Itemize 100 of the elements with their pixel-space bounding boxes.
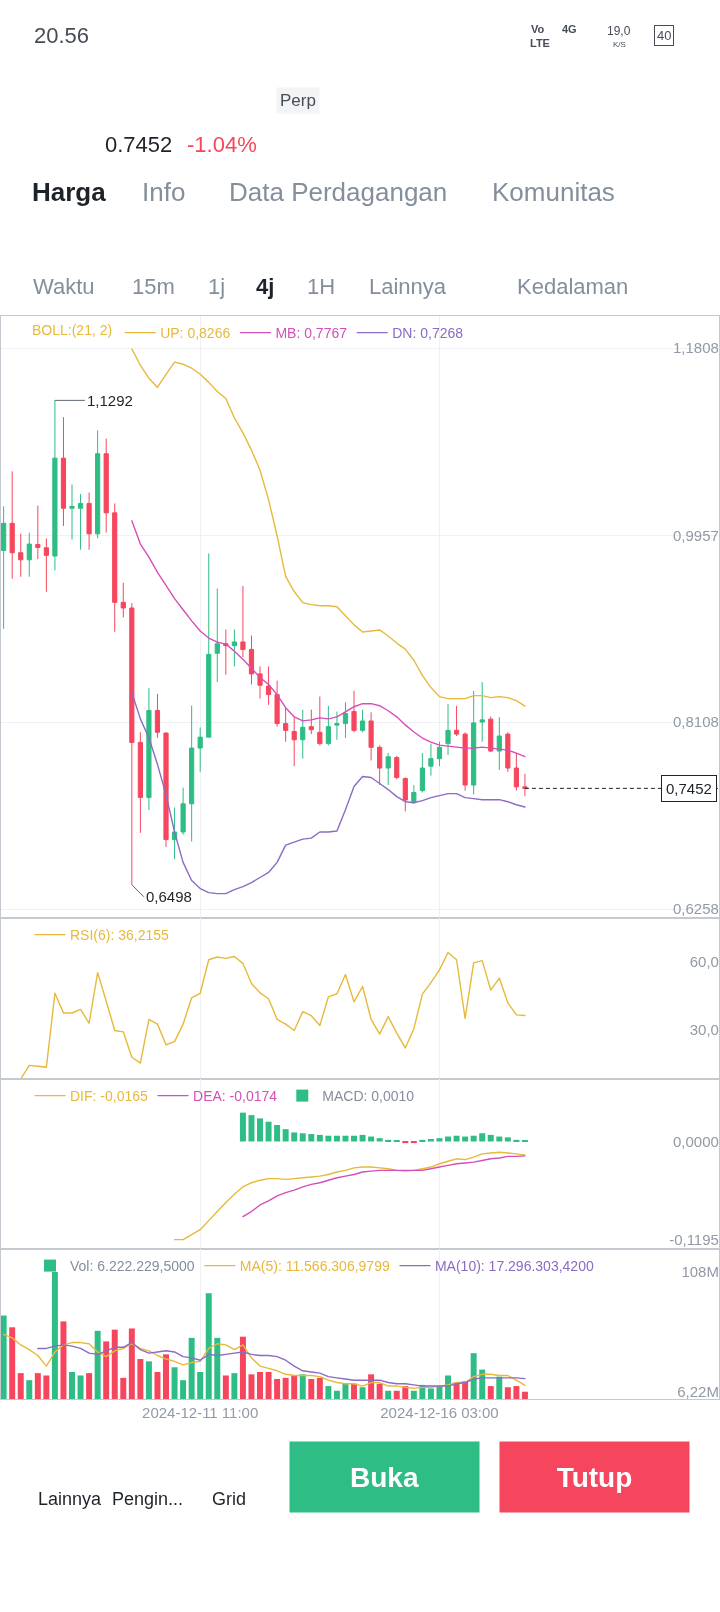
legend-label: UP: 0,8266 bbox=[160, 325, 231, 342]
bar bbox=[26, 1380, 33, 1399]
text: Vo bbox=[531, 23, 545, 35]
candlestick bbox=[428, 743, 434, 777]
candlestick bbox=[26, 532, 32, 578]
y-tick-label: 0,0000 bbox=[673, 1132, 719, 1150]
bar bbox=[513, 1139, 520, 1142]
bar bbox=[521, 1391, 528, 1399]
line-series bbox=[2, 1333, 526, 1390]
line-series bbox=[131, 348, 526, 707]
bar bbox=[257, 1118, 264, 1142]
legend-label: DN: 0,7268 bbox=[392, 325, 464, 342]
bar bbox=[282, 1129, 289, 1142]
text: Pengin... bbox=[112, 1489, 184, 1509]
bar bbox=[86, 1373, 93, 1399]
bar bbox=[145, 1361, 152, 1399]
bar bbox=[436, 1138, 443, 1142]
candlestick bbox=[334, 711, 340, 741]
bar bbox=[419, 1139, 426, 1142]
bar bbox=[120, 1377, 127, 1399]
text: Tutup bbox=[556, 1461, 633, 1493]
candlestick bbox=[223, 629, 229, 676]
bar bbox=[128, 1328, 135, 1399]
candlestick bbox=[154, 693, 161, 739]
line-series bbox=[173, 1151, 526, 1241]
candlestick bbox=[308, 709, 314, 735]
bar bbox=[214, 1337, 221, 1399]
bar bbox=[479, 1133, 486, 1142]
text: -1.04% bbox=[187, 132, 257, 157]
text: Lainnya bbox=[369, 274, 447, 299]
text: LTE bbox=[530, 37, 550, 49]
candlestick bbox=[112, 502, 118, 633]
candlestick bbox=[359, 709, 366, 733]
y-tick-label: 108M bbox=[681, 1263, 719, 1281]
candlestick bbox=[419, 752, 425, 794]
bar bbox=[239, 1112, 246, 1142]
y-tick-label: 30,0 bbox=[689, 1020, 719, 1038]
candlestick bbox=[377, 744, 383, 786]
candlestick bbox=[325, 705, 331, 746]
bar bbox=[9, 1327, 16, 1399]
candlestick bbox=[479, 681, 485, 743]
candlestick bbox=[471, 690, 477, 795]
text: Harga bbox=[32, 177, 107, 207]
candlestick bbox=[9, 470, 15, 580]
candlestick bbox=[248, 634, 255, 685]
bar bbox=[308, 1134, 315, 1142]
bar bbox=[410, 1141, 417, 1144]
bar bbox=[470, 1353, 477, 1399]
bar bbox=[376, 1383, 383, 1399]
bar bbox=[513, 1386, 520, 1399]
bar bbox=[496, 1376, 503, 1399]
candlestick bbox=[411, 784, 417, 805]
candlestick bbox=[240, 585, 246, 658]
candlestick bbox=[274, 680, 280, 728]
candlestick bbox=[522, 773, 528, 797]
candlestick bbox=[436, 741, 443, 767]
bar bbox=[60, 1321, 67, 1399]
bar bbox=[385, 1390, 392, 1399]
text: Waktu bbox=[33, 274, 95, 299]
candlestick bbox=[300, 709, 306, 760]
legend-label: DIF: -0,0165 bbox=[70, 1088, 149, 1105]
line-series bbox=[242, 1155, 526, 1218]
bar bbox=[282, 1377, 289, 1399]
candlestick bbox=[342, 701, 349, 739]
bar bbox=[188, 1337, 195, 1399]
legend-label: MA(5): 11.566.306,9799 bbox=[239, 1258, 390, 1275]
bar bbox=[436, 1386, 443, 1399]
candlestick bbox=[453, 705, 460, 737]
text: 19,0 bbox=[607, 24, 631, 38]
candlestick bbox=[513, 752, 519, 792]
bar bbox=[43, 1375, 50, 1399]
bar bbox=[248, 1374, 255, 1399]
text: 4G bbox=[562, 23, 577, 35]
line-series bbox=[131, 520, 526, 758]
bar bbox=[333, 1390, 340, 1399]
bar bbox=[94, 1330, 101, 1399]
bar bbox=[385, 1139, 392, 1142]
candlestick bbox=[206, 552, 212, 738]
candlestick bbox=[317, 696, 323, 746]
text: Perp bbox=[280, 91, 316, 110]
candlestick bbox=[137, 731, 143, 834]
annotation: 0,6498 bbox=[146, 888, 192, 905]
candlestick bbox=[368, 711, 374, 761]
bar bbox=[1, 1315, 7, 1399]
ref-line-label: 0,7452 bbox=[666, 780, 712, 797]
legend-label: MB: 0,7767 bbox=[275, 325, 348, 342]
text: K/S bbox=[613, 40, 626, 49]
bar bbox=[316, 1134, 323, 1142]
bar bbox=[299, 1133, 306, 1142]
candlestick bbox=[505, 731, 511, 773]
candlestick bbox=[163, 731, 169, 848]
candlestick bbox=[18, 533, 24, 578]
bar bbox=[171, 1367, 178, 1399]
text: 15m bbox=[132, 274, 175, 299]
bar bbox=[504, 1387, 511, 1399]
x-tick-label: 2024-12-11 11:00 bbox=[142, 1404, 259, 1421]
bar bbox=[197, 1371, 204, 1399]
candlestick bbox=[496, 716, 502, 771]
candlestick bbox=[43, 537, 49, 593]
candlestick bbox=[180, 787, 186, 836]
